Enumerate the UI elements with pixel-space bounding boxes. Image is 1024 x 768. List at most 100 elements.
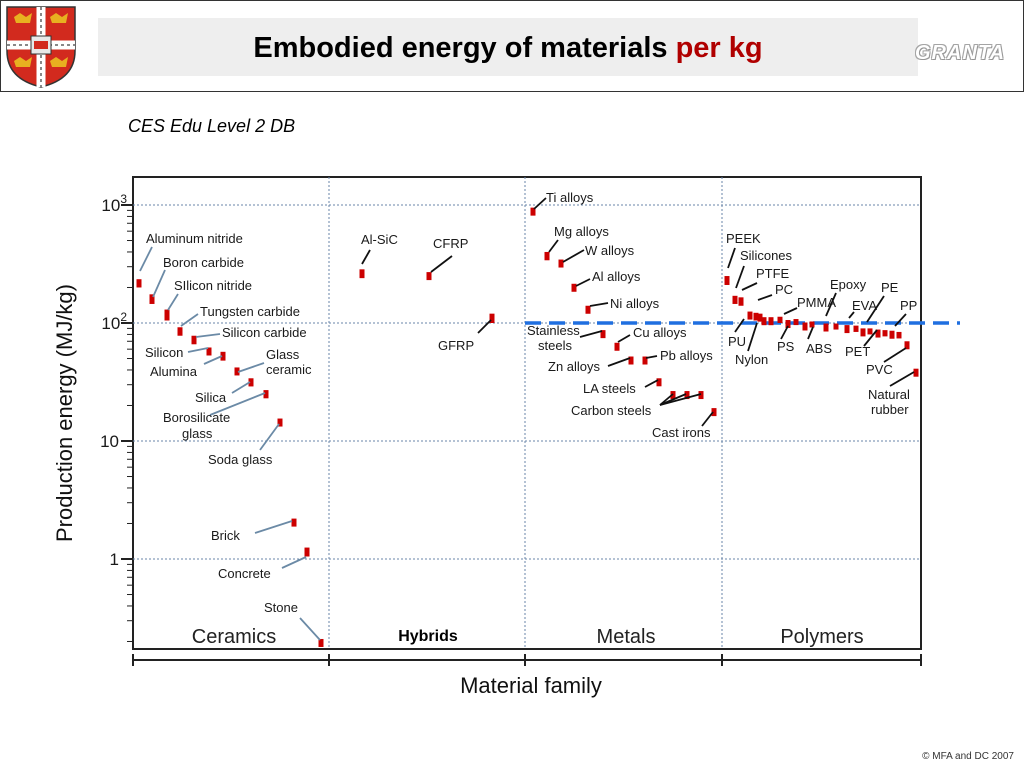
leader-line	[889, 371, 915, 387]
range-bar	[711, 408, 717, 417]
leader-line	[734, 318, 745, 333]
series-stone: Stone	[264, 600, 324, 647]
leader-line	[203, 355, 223, 365]
leader-line	[167, 293, 179, 311]
series-boron-carbide: Boron carbide	[149, 255, 244, 304]
leader-line	[281, 556, 307, 569]
series-label: Carbon steels	[571, 403, 652, 418]
series-label: Cast irons	[652, 425, 711, 440]
series-silicon-carbide: Silicon carbide	[191, 325, 307, 345]
range-bar	[642, 356, 648, 365]
range-bar	[904, 341, 910, 350]
series-label: PVC	[866, 362, 893, 377]
leader-line	[548, 239, 559, 253]
leader-line	[780, 325, 789, 340]
series-label: Silicon carbide	[222, 325, 307, 340]
series-label: Glass ceramic	[266, 347, 312, 377]
series-label: Boron carbide	[163, 255, 244, 270]
range-bar	[359, 269, 365, 279]
title-accent: per kg	[675, 32, 763, 64]
range-bar	[489, 313, 495, 323]
range-bar	[882, 330, 888, 337]
series-silica: Silica	[195, 378, 254, 405]
leader-line	[180, 313, 199, 327]
series-label: PU	[728, 334, 746, 349]
series-label: Soda glass	[208, 452, 273, 467]
series-pet: PET	[845, 329, 881, 359]
range-bar	[277, 418, 283, 427]
range-bar	[656, 378, 662, 387]
range-bar	[860, 328, 866, 337]
leader-line	[727, 247, 736, 269]
series-pc: PC	[747, 282, 793, 320]
series-gfrp: GFRP	[438, 313, 495, 353]
series-stainless-steels: Stainless steels	[527, 323, 606, 353]
series-label: PC	[775, 282, 793, 297]
hybrids-label-bg	[388, 624, 468, 646]
series-abs: ABS	[802, 322, 832, 356]
series-borosilicate-glass: Borosilicate glass	[163, 390, 269, 441]
series-pp: PP	[889, 298, 917, 339]
range-bar	[318, 638, 324, 647]
series-pe: PE	[860, 280, 899, 337]
series-label: Borosilicate glass	[163, 410, 230, 441]
series-label: Natural rubber	[868, 387, 910, 417]
series-label: Brick	[211, 528, 240, 543]
series-label: LA steels	[583, 381, 636, 396]
series-aluminum-nitride: Aluminum nitride	[136, 231, 243, 288]
range-bar	[853, 325, 859, 332]
series-silicon-nitride: SIlicon nitride	[164, 278, 252, 321]
y-axis-label: Production energy (MJ/kg)	[52, 284, 77, 542]
range-bar	[875, 329, 881, 338]
range-bar	[844, 325, 850, 334]
family-label: Polymers	[780, 626, 863, 648]
series-label: PE	[881, 280, 899, 295]
series-alumina: Alumina	[150, 351, 226, 379]
leader-line	[299, 617, 321, 641]
range-bar	[802, 322, 808, 331]
series-natural-rubber: Natural rubber	[868, 368, 919, 417]
leader-line	[659, 393, 702, 406]
series-concrete: Concrete	[218, 547, 310, 581]
range-bar	[684, 391, 690, 400]
series-ptfe: PTFE	[738, 266, 790, 306]
series-label: Stone	[264, 600, 298, 615]
y-tick-label: 102	[101, 310, 127, 333]
series-soda-glass: Soda glass	[208, 418, 283, 467]
leader-line	[807, 326, 814, 340]
series-label: PS	[777, 339, 795, 354]
series-label: Silicon	[145, 345, 183, 360]
family-label: Metals	[597, 626, 656, 648]
range-bar	[761, 317, 767, 326]
leader-line	[866, 295, 885, 323]
series-brick: Brick	[211, 518, 297, 543]
leader-line	[152, 269, 166, 298]
range-bar	[768, 317, 774, 326]
series-label: Nylon	[735, 352, 768, 367]
range-bar	[177, 327, 183, 336]
leader-line	[757, 294, 773, 301]
range-bar	[833, 323, 839, 330]
leader-line	[187, 347, 209, 353]
series-label: Al alloys	[592, 269, 641, 284]
series-label: W alloys	[585, 243, 635, 258]
series-pvc: PVC	[866, 341, 910, 377]
leader-line	[863, 329, 878, 347]
series-label: CFRP	[433, 236, 468, 251]
series-label: EVA	[852, 298, 877, 313]
series-label: Tungsten carbide	[200, 304, 300, 319]
range-bar	[793, 319, 799, 326]
series-label: Concrete	[218, 566, 271, 581]
series-label: PP	[900, 298, 917, 313]
range-bar	[220, 351, 226, 361]
leader-line	[607, 357, 631, 367]
series-carbon-steels: Carbon steels	[571, 391, 704, 418]
leader-line	[741, 282, 758, 291]
series-al-alloys: Al alloys	[571, 269, 641, 292]
leader-line	[575, 278, 591, 287]
leader-line	[195, 333, 221, 338]
series-label: SIlicon nitride	[174, 278, 252, 293]
series-label: PMMA	[797, 295, 836, 310]
range-bar	[426, 272, 432, 281]
